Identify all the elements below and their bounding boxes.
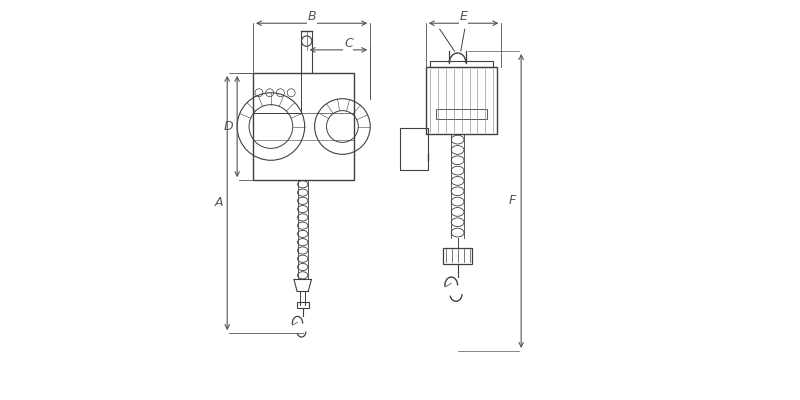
Bar bbox=[253, 73, 354, 180]
Bar bbox=[426, 67, 498, 134]
Text: C: C bbox=[344, 37, 353, 50]
Bar bbox=[436, 109, 487, 118]
Bar bbox=[442, 248, 473, 264]
Text: D: D bbox=[223, 120, 234, 133]
Text: A: A bbox=[214, 196, 222, 210]
Bar bbox=[430, 61, 494, 67]
Text: E: E bbox=[460, 10, 467, 23]
Bar bbox=[297, 302, 309, 308]
Bar bbox=[253, 73, 301, 113]
Bar bbox=[400, 128, 428, 170]
Text: B: B bbox=[307, 10, 316, 23]
Text: F: F bbox=[509, 194, 516, 208]
